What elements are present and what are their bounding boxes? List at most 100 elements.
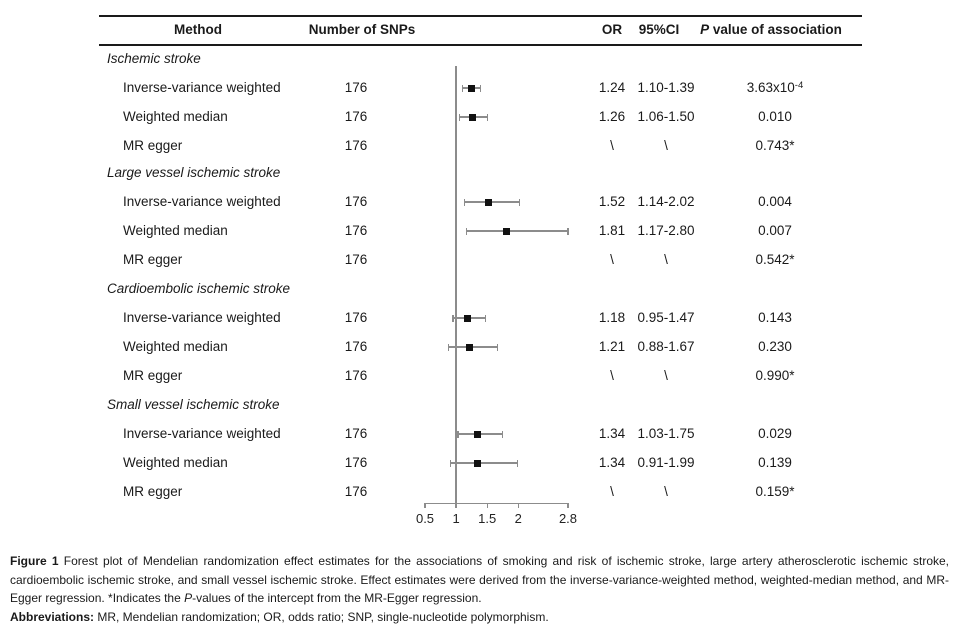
- method-cell: Inverse-variance weighted: [123, 80, 281, 95]
- pvalue-cell: 0.990*: [755, 368, 795, 383]
- whisker-cap-left: [461, 84, 463, 92]
- figure-caption: Figure 1 Forest plot of Mendelian random…: [10, 552, 949, 626]
- pvalue-cell: 0.007: [758, 223, 792, 238]
- pvalue-exponent: -4: [794, 80, 804, 91]
- snps-cell: 176: [344, 109, 368, 124]
- snps-cell: 176: [344, 339, 368, 354]
- whisker-cap-left: [459, 113, 461, 121]
- or-cell: \: [610, 368, 614, 383]
- whisker-cap-left: [448, 343, 450, 351]
- method-cell: Weighted median: [123, 109, 228, 124]
- whisker-cap-right: [502, 430, 504, 438]
- caption-text: Figure 1 Forest plot of Mendelian random…: [10, 552, 949, 608]
- snps-cell: 176: [344, 426, 368, 441]
- caption-p-italic: P: [184, 591, 193, 606]
- or-cell: \: [610, 252, 614, 267]
- whisker-cap-left: [464, 198, 466, 206]
- or-cell: 1.18: [598, 310, 626, 325]
- reference-line: [455, 66, 457, 503]
- method-cell: Inverse-variance weighted: [123, 194, 281, 209]
- ci-cell: 0.95-1.47: [637, 310, 695, 325]
- figure-label: Figure 1: [10, 554, 59, 568]
- pvalue-cell: 0.029: [758, 426, 792, 441]
- whisker-cap-right: [518, 198, 521, 206]
- ci-cell: 1.06-1.50: [637, 109, 695, 124]
- whisker-cap-left: [449, 459, 452, 467]
- caption-body-2: -values of the intercept from the MR-Egg…: [192, 591, 482, 606]
- ci-cell: \: [664, 484, 668, 499]
- confidence-interval-whisker: [448, 346, 498, 348]
- or-cell: 1.21: [598, 339, 626, 354]
- table-top-rule: [99, 15, 862, 17]
- ci-cell: 1.10-1.39: [637, 80, 695, 95]
- ci-cell: 1.17-2.80: [637, 223, 695, 238]
- whisker-cap-right: [497, 343, 499, 351]
- confidence-interval-whisker: [464, 201, 520, 203]
- or-cell: \: [610, 484, 614, 499]
- x-axis-tick: [424, 503, 426, 508]
- pvalue-cell: 3.63x10-4: [746, 80, 804, 95]
- method-cell: Weighted median: [123, 223, 228, 238]
- ci-cell: 0.88-1.67: [637, 339, 695, 354]
- point-estimate-marker: [502, 227, 510, 235]
- pvalue-cell: 0.143: [758, 310, 792, 325]
- x-axis-tick: [517, 503, 519, 508]
- column-header-ci: 95%CI: [638, 22, 680, 37]
- point-estimate-marker: [473, 430, 481, 438]
- point-estimate-marker: [467, 84, 475, 92]
- point-estimate-marker: [465, 343, 473, 351]
- forest-plot: Ischemic stroke Inverse-variance weighted…: [107, 51, 804, 526]
- abbreviations-label: Abbreviations:: [10, 609, 95, 624]
- pvalue-cell: 0.542*: [755, 252, 795, 267]
- whisker-cap-left: [452, 314, 454, 322]
- x-axis-tick: [455, 503, 457, 508]
- ci-cell: \: [664, 368, 668, 383]
- point-estimate-marker: [484, 198, 492, 206]
- ci-cell: 1.14-2.02: [637, 194, 695, 209]
- or-cell: 1.81: [598, 223, 626, 238]
- x-axis-tick: [567, 503, 569, 508]
- section-label: Cardioembolic ischemic stroke: [107, 281, 291, 296]
- section-label: Large vessel ischemic stroke: [107, 165, 281, 180]
- pvalue-cell: 0.139: [758, 455, 792, 470]
- confidence-interval-whisker: [450, 462, 518, 464]
- x-axis-tick-label: 2: [514, 511, 522, 526]
- column-header-or: OR: [601, 22, 623, 37]
- method-cell: Inverse-variance weighted: [123, 310, 281, 325]
- ci-cell: \: [664, 138, 668, 153]
- method-cell: Inverse-variance weighted: [123, 426, 281, 441]
- method-cell: MR egger: [123, 484, 183, 499]
- ci-cell: 1.03-1.75: [637, 426, 695, 441]
- table-header-rule: [99, 44, 862, 46]
- snps-cell: 176: [344, 368, 368, 383]
- or-cell: \: [610, 138, 614, 153]
- point-estimate-marker: [468, 113, 476, 121]
- column-header-method: Method: [174, 22, 222, 37]
- point-estimate-marker: [473, 459, 481, 467]
- pvalue-cell: 0.004: [758, 194, 792, 209]
- method-cell: MR egger: [123, 368, 183, 383]
- confidence-interval-whisker: [466, 230, 568, 232]
- or-cell: 1.24: [598, 80, 626, 95]
- snps-cell: 176: [344, 310, 368, 325]
- whisker-cap-left: [466, 227, 468, 235]
- snps-cell: 176: [344, 252, 368, 267]
- or-cell: 1.52: [598, 194, 626, 209]
- p-rest: value of association: [709, 22, 842, 37]
- snps-cell: 176: [344, 80, 368, 95]
- pvalue-cell: 0.010: [758, 109, 792, 124]
- x-axis-tick: [486, 503, 488, 508]
- caption-abbreviations: Abbreviations: MR, Mendelian randomizati…: [10, 608, 949, 627]
- snps-cell: 176: [344, 455, 368, 470]
- x-axis-tick-label: 2.8: [558, 511, 578, 526]
- ci-cell: \: [664, 252, 668, 267]
- pvalue-cell: 0.230: [758, 339, 792, 354]
- or-cell: 1.26: [598, 109, 626, 124]
- whisker-cap-right: [517, 459, 519, 467]
- snps-cell: 176: [344, 194, 368, 209]
- caption-body-1: Forest plot of Mendelian randomization e…: [10, 554, 949, 606]
- section-label: Small vessel ischemic stroke: [107, 397, 280, 412]
- x-axis-tick-label: 1.5: [478, 511, 497, 526]
- method-cell: Weighted median: [123, 455, 228, 470]
